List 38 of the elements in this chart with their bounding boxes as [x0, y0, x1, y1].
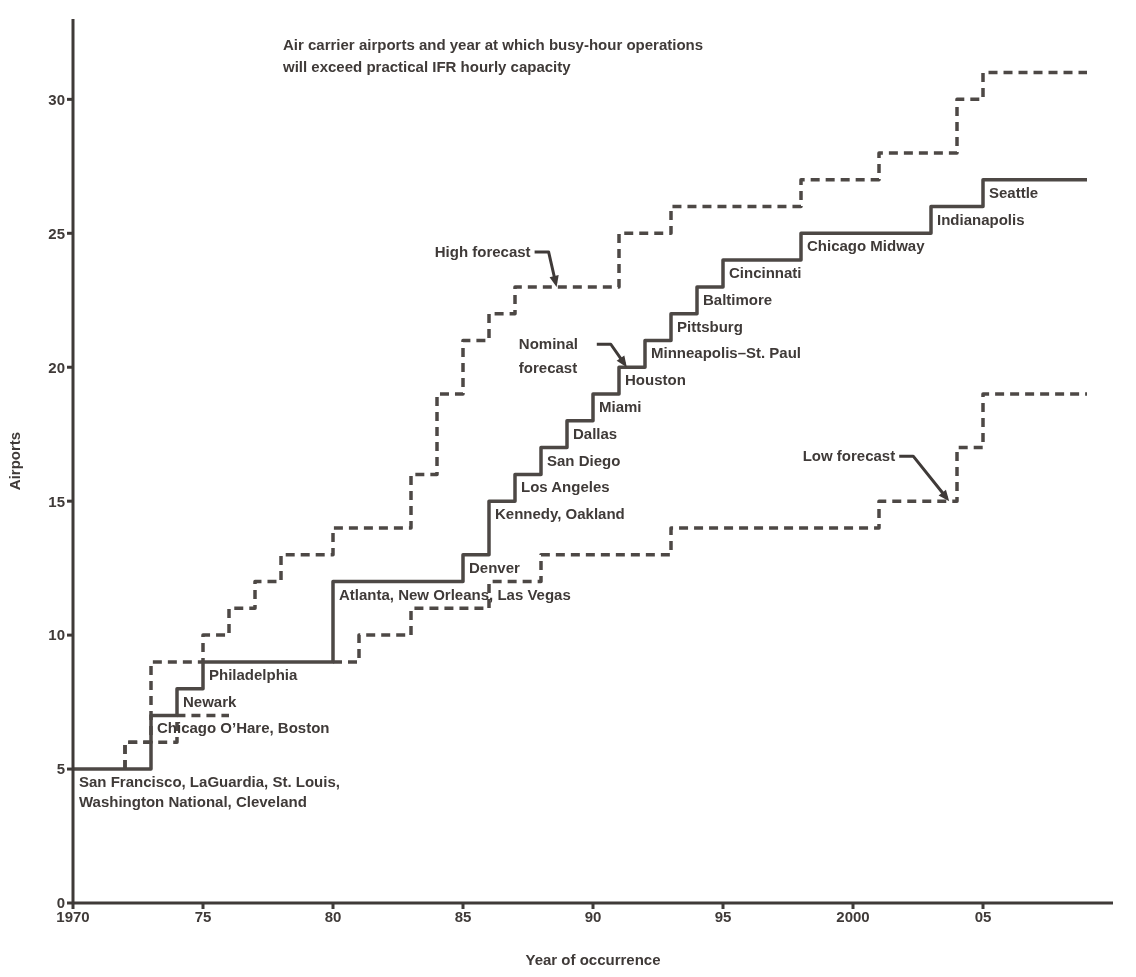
annotation: Pittsburg	[677, 317, 743, 335]
annotation: Minneapolis–St. Paul	[651, 344, 802, 362]
annotation: Denver	[469, 558, 521, 576]
x-tick-label: 90	[584, 907, 602, 925]
y-tick-label: 30	[48, 90, 65, 108]
annotation: San Francisco, LaGuardia, St. Louis, Washington National, Cleveland	[79, 773, 340, 811]
x-tick-label: 75	[194, 907, 212, 925]
annotation: Cincinnati	[729, 264, 802, 282]
y-tick-label: 5	[56, 760, 65, 778]
annotation: Kennedy, Oakland	[495, 505, 625, 523]
annotation: Baltimore	[703, 290, 773, 308]
x-tick-label: 85	[454, 907, 472, 925]
annotation: Houston	[625, 371, 686, 389]
y-tick-label: 25	[48, 224, 65, 242]
x-tick-label: 2000	[836, 907, 870, 925]
y-tick-label: 15	[48, 492, 65, 510]
y-tick-label: 20	[48, 358, 65, 376]
series-label: High forecast	[434, 242, 531, 260]
text: Air carrier airports and year at which busy-hour operations will exceed practical IFR hourly capacity	[283, 35, 704, 77]
y-axis-title: Airports	[6, 431, 24, 491]
x-tick-label: 95	[714, 907, 732, 925]
annotation: Atlanta, New Orleans, Las Vegas	[339, 585, 571, 603]
x-tick-label: 80	[324, 907, 342, 925]
legend-label: Nominal forecast	[518, 335, 578, 377]
annotation: Newark	[183, 692, 238, 710]
annotation: Chicago Midway	[807, 237, 926, 255]
annotation: Dallas	[573, 424, 618, 442]
x-tick-label: 05	[974, 907, 992, 925]
y-tick-label: 10	[48, 626, 65, 644]
annotation: Philadelphia	[209, 665, 299, 683]
annotation: Chicago O’Hare, Boston	[157, 719, 330, 737]
text: Low forecast	[802, 447, 896, 465]
annotation: San Diego	[547, 451, 621, 469]
annotation: Los Angeles	[521, 478, 610, 496]
annotation: Miami	[599, 398, 642, 416]
annotation: Seattle	[989, 183, 1039, 201]
x-axis-title: Year of occurrence	[525, 951, 661, 968]
annotation: Indianapolis	[937, 210, 1025, 228]
